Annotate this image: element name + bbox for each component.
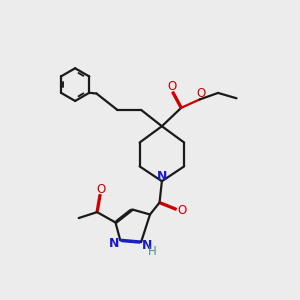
Text: O: O (196, 87, 206, 100)
Text: N: N (142, 238, 152, 252)
Text: N: N (157, 170, 167, 183)
Text: N: N (109, 237, 119, 250)
Text: O: O (97, 183, 106, 196)
Text: O: O (177, 204, 186, 217)
Text: O: O (168, 80, 177, 94)
Text: H: H (148, 245, 157, 258)
